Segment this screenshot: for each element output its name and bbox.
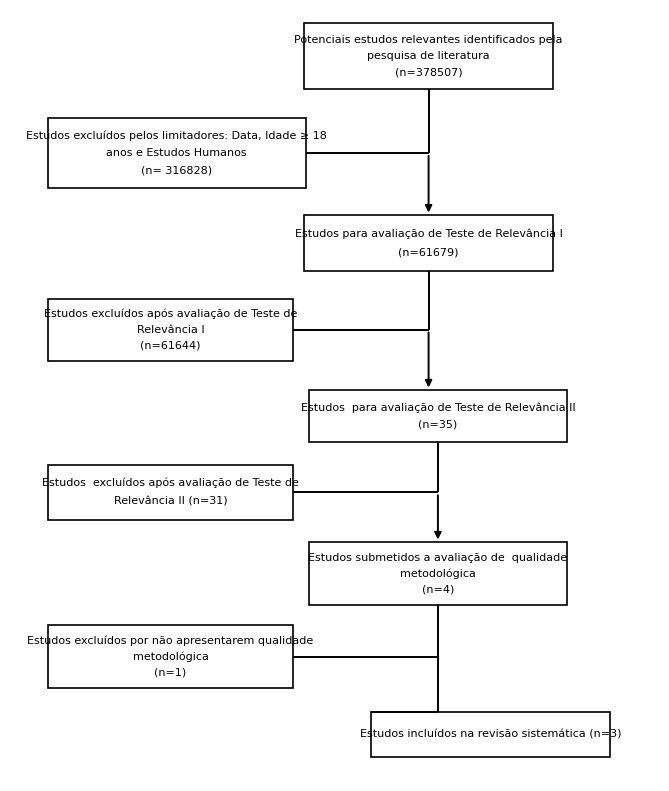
Text: Estudos excluídos por não apresentarem qualidade: Estudos excluídos por não apresentarem q…	[27, 636, 314, 646]
Text: (n=378507): (n=378507)	[395, 67, 462, 78]
FancyBboxPatch shape	[47, 119, 306, 187]
Text: (n=61644): (n=61644)	[140, 340, 201, 350]
Text: (n= 316828): (n= 316828)	[141, 165, 212, 176]
FancyBboxPatch shape	[304, 23, 553, 89]
Text: (n=61679): (n=61679)	[398, 248, 459, 257]
Text: Estudos submetidos a avaliação de  qualidade: Estudos submetidos a avaliação de qualid…	[308, 553, 567, 563]
Text: Estudos para avaliação de Teste de Relevância I: Estudos para avaliação de Teste de Relev…	[294, 229, 563, 239]
Text: Estudos excluídos após avaliação de Teste de: Estudos excluídos após avaliação de Test…	[44, 308, 297, 320]
FancyBboxPatch shape	[47, 298, 294, 361]
FancyBboxPatch shape	[47, 465, 294, 520]
Text: Estudos  excluídos após avaliação de Teste de: Estudos excluídos após avaliação de Test…	[42, 478, 299, 489]
Text: (n=4): (n=4)	[421, 584, 454, 594]
Text: (n=35): (n=35)	[418, 420, 458, 430]
Text: pesquisa de literatura: pesquisa de literatura	[367, 51, 490, 61]
FancyBboxPatch shape	[309, 543, 567, 604]
Text: Estudos excluídos pelos limitadores: Data, Idade ≥ 18: Estudos excluídos pelos limitadores: Dat…	[26, 131, 327, 141]
Text: Potenciais estudos relevantes identificados pela: Potenciais estudos relevantes identifica…	[294, 35, 563, 44]
FancyBboxPatch shape	[304, 215, 553, 271]
Text: anos e Estudos Humanos: anos e Estudos Humanos	[106, 148, 247, 158]
Text: metodológica: metodológica	[132, 651, 209, 662]
Text: Relevância II (n=31): Relevância II (n=31)	[114, 497, 227, 507]
Text: Estudos incluídos na revisão sistemática (n=3): Estudos incluídos na revisão sistemática…	[360, 730, 622, 740]
Text: Relevância I: Relevância I	[136, 324, 205, 335]
Text: Estudos  para avaliação de Teste de Relevância II: Estudos para avaliação de Teste de Relev…	[300, 403, 575, 413]
Text: metodológica: metodológica	[400, 568, 476, 579]
FancyBboxPatch shape	[47, 626, 294, 688]
FancyBboxPatch shape	[309, 390, 567, 442]
FancyBboxPatch shape	[371, 713, 610, 758]
Text: (n=1): (n=1)	[155, 667, 187, 677]
